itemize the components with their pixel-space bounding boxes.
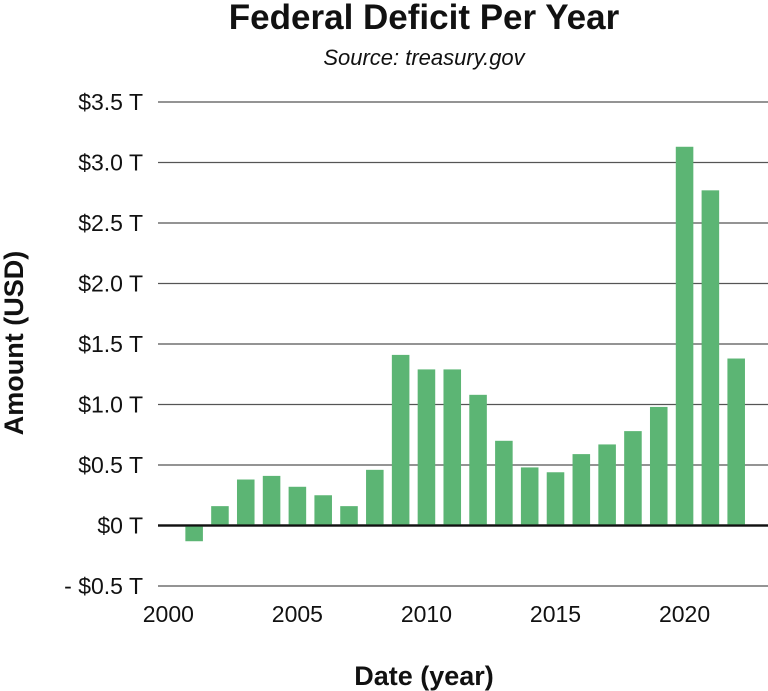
x-axis-label: Date (year): [354, 661, 494, 691]
y-tick-label: $2.5 T: [78, 210, 143, 236]
bar-2019: [649, 406, 668, 526]
y-tick-label: $3.0 T: [78, 150, 143, 176]
x-tick-label: 2000: [143, 601, 194, 627]
bar-2021: [701, 190, 720, 526]
y-axis-label: Amount (USD): [0, 251, 29, 435]
bar-2006: [314, 495, 332, 526]
x-tick-label: 2020: [659, 601, 710, 627]
bar-2017: [598, 444, 616, 526]
x-tick-labels: 2000 2005 2010 2015 2020: [143, 601, 710, 627]
y-tick-label: $1.0 T: [78, 392, 143, 418]
bar-2009: [391, 354, 410, 526]
x-tick-label: 2005: [272, 601, 323, 627]
bar-2012: [469, 394, 487, 526]
bar-2011: [443, 369, 462, 526]
y-tick-labels: - $0.5 T $0 T $0.5 T $1.0 T $1.5 T $2.0 T $2.5…: [64, 89, 143, 599]
x-tick-label: 2010: [401, 601, 452, 627]
y-tick-label: $2.0 T: [78, 271, 143, 297]
chart-subtitle: Source: treasury.gov: [323, 45, 526, 70]
bar-2015: [546, 472, 565, 526]
bar-2003: [236, 479, 255, 526]
bar-2018: [624, 431, 642, 526]
bar-2004: [262, 475, 281, 526]
bar-2002: [211, 506, 229, 526]
y-tick-label: $0 T: [97, 513, 143, 539]
bar-2016: [572, 454, 591, 526]
bar-2007: [340, 506, 358, 526]
bar-2005: [288, 486, 307, 526]
x-tick-label: 2015: [530, 601, 581, 627]
bar-2013: [495, 440, 513, 526]
bar-2022: [727, 358, 745, 526]
y-tick-label: $0.5 T: [78, 452, 143, 478]
bar-2008: [366, 469, 384, 526]
y-tick-label: $1.5 T: [78, 331, 143, 357]
bar-2010: [417, 369, 436, 526]
chart-title: Federal Deficit Per Year: [229, 0, 620, 37]
bars: [158, 146, 768, 542]
y-tick-label: - $0.5 T: [64, 573, 143, 599]
y-tick-label: $3.5 T: [78, 89, 143, 115]
bar-2020: [675, 146, 694, 526]
bar-2001: [185, 525, 203, 542]
bar-2014: [520, 467, 539, 526]
